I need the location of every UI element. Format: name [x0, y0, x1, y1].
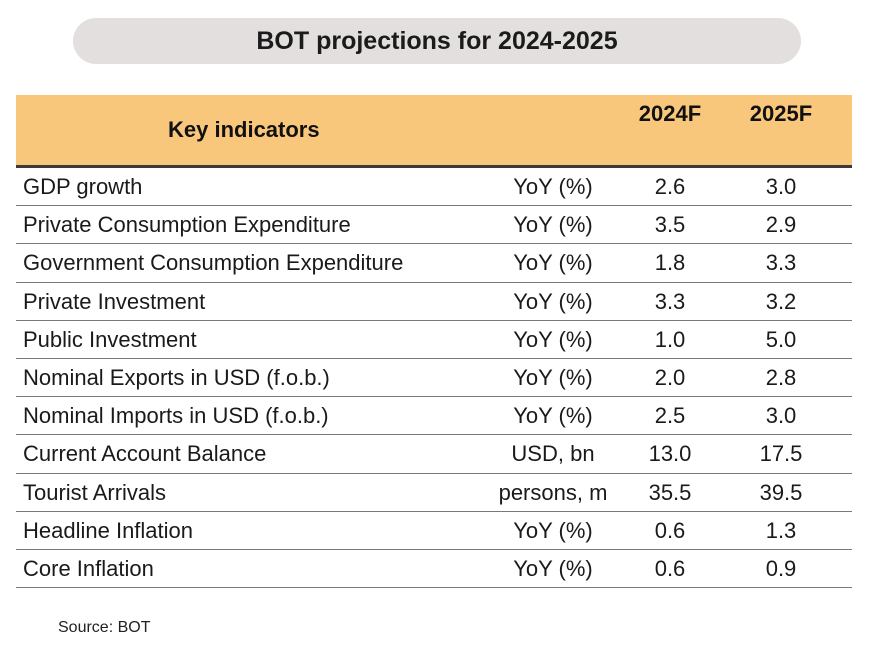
header-year-2024: 2024F: [638, 101, 702, 126]
table-row: Nominal Exports in USD (f.o.b.) YoY (%) …: [16, 359, 852, 398]
indicator-unit: YoY (%): [513, 555, 593, 581]
value-2024: 3.3: [654, 288, 686, 314]
value-2025: 5.0: [765, 326, 797, 352]
indicator-name: GDP growth: [23, 174, 143, 199]
table-row: Nominal Imports in USD (f.o.b.) YoY (%) …: [16, 397, 852, 436]
indicator-unit: YoY (%): [513, 174, 593, 199]
value-2024: 0.6: [654, 555, 686, 581]
indicator-unit: YoY (%): [513, 364, 593, 390]
value-2024: 2.6: [654, 174, 686, 199]
indicator-name: Private Investment: [23, 288, 206, 314]
value-2024: 13.0: [648, 441, 692, 467]
table-row: Tourist Arrivals persons, m 35.5 39.5: [16, 474, 852, 512]
indicator-name: Nominal Exports in USD (f.o.b.): [23, 364, 330, 390]
table-row: Core Inflation YoY (%) 0.6 0.9: [16, 550, 852, 589]
indicator-name: Nominal Imports in USD (f.o.b.): [23, 403, 329, 429]
value-2025: 1.3: [765, 517, 797, 543]
indicator-unit: YoY (%): [513, 326, 593, 352]
indicator-unit: YoY (%): [513, 403, 593, 429]
table-row: Private Consumption Expenditure YoY (%) …: [16, 206, 852, 245]
value-2024: 0.6: [654, 517, 686, 543]
value-2024: 35.5: [648, 479, 692, 505]
indicator-unit: YoY (%): [513, 212, 593, 238]
table-row: Government Consumption Expenditure YoY (…: [16, 244, 852, 283]
indicator-unit: USD, bn: [511, 441, 595, 467]
value-2025: 3.2: [765, 288, 797, 314]
value-2024: 2.5: [654, 403, 686, 429]
table-row: Headline Inflation YoY (%) 0.6 1.3: [16, 512, 852, 550]
indicator-name: Government Consumption Expenditure: [23, 250, 404, 276]
projections-table: Key indicators 2024F 2025F GDP growth Yo…: [16, 95, 852, 589]
table-row: Current Account Balance USD, bn 13.0 17.…: [16, 435, 852, 474]
value-2024: 2.0: [654, 364, 686, 390]
indicator-name: Tourist Arrivals: [23, 479, 167, 505]
indicator-name: Current Account Balance: [23, 441, 267, 467]
header-key-indicators: Key indicators: [168, 117, 320, 142]
table-row: Private Investment YoY (%) 3.3 3.2: [16, 283, 852, 321]
value-2025: 3.0: [765, 403, 797, 429]
value-2025: 0.9: [765, 555, 797, 581]
indicator-name: Private Consumption Expenditure: [23, 212, 351, 238]
value-2025: 3.0: [765, 174, 797, 199]
value-2024: 1.8: [654, 250, 686, 276]
value-2025: 2.8: [765, 364, 797, 390]
indicator-unit: YoY (%): [513, 288, 593, 314]
value-2025: 3.3: [765, 250, 797, 276]
indicator-name: Headline Inflation: [23, 517, 194, 543]
table-row: Public Investment YoY (%) 1.0 5.0: [16, 321, 852, 359]
indicator-name: Core Inflation: [23, 555, 154, 581]
indicator-unit: YoY (%): [513, 250, 593, 276]
source-note: Source: BOT: [58, 619, 151, 636]
header-year-2025: 2025F: [749, 101, 813, 126]
indicator-name: Public Investment: [23, 326, 197, 352]
value-2025: 39.5: [759, 479, 803, 505]
value-2024: 1.0: [654, 326, 686, 352]
table-header: Key indicators 2024F 2025F: [16, 95, 852, 168]
value-2025: 17.5: [759, 441, 803, 467]
table-row: GDP growth YoY (%) 2.6 3.0: [16, 168, 852, 207]
page-title: BOT projections for 2024-2025: [73, 18, 801, 64]
value-2025: 2.9: [765, 212, 797, 238]
indicator-unit: persons, m: [498, 479, 608, 505]
value-2024: 3.5: [654, 212, 686, 238]
indicator-unit: YoY (%): [513, 517, 593, 543]
